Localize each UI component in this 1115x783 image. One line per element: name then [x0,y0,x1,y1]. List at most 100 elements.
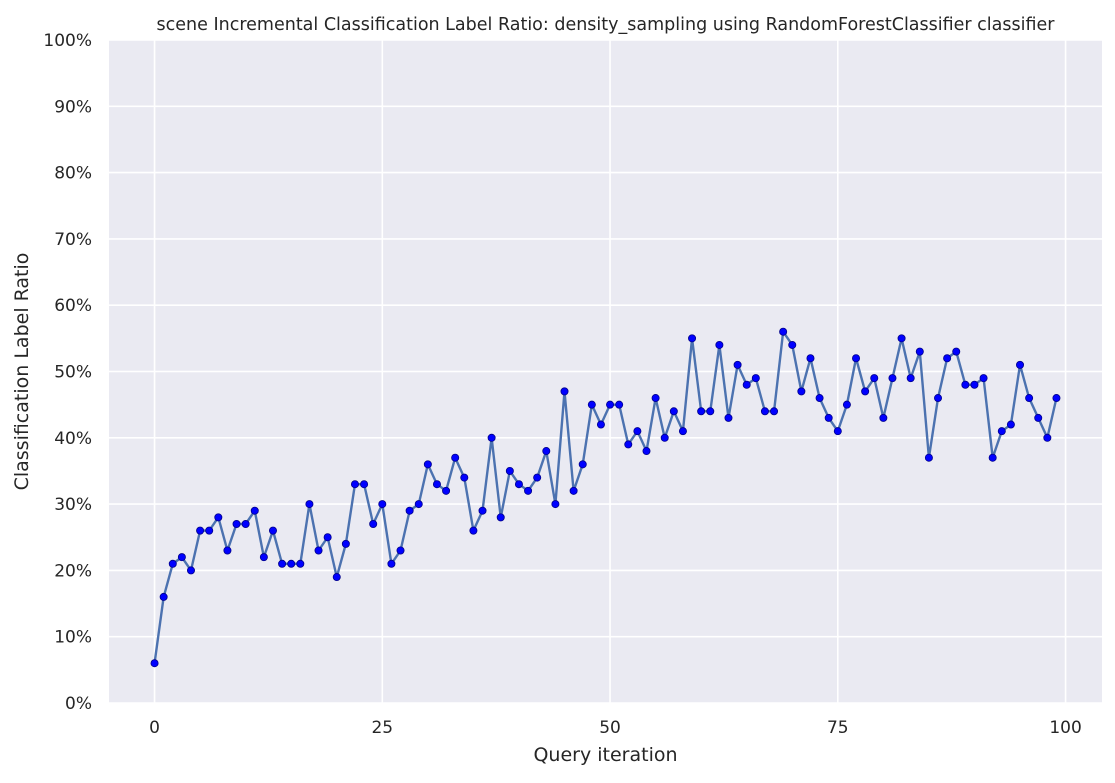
data-point [423,460,432,469]
data-point [323,533,332,542]
y-tick-label: 0% [65,694,92,714]
data-point [487,433,496,442]
data-point [250,506,259,515]
data-point [542,447,551,456]
data-point [378,500,387,509]
data-point [888,374,897,383]
data-point [879,413,888,422]
x-tick-label: 25 [371,718,393,738]
data-point [624,440,633,449]
data-point [988,453,997,462]
data-point [706,407,715,416]
data-point [615,400,624,409]
x-axis-label: Query iteration [533,744,677,766]
data-point [259,553,268,562]
data-point [633,427,642,436]
data-point [442,486,451,495]
data-point [350,480,359,489]
data-point [833,427,842,436]
data-point [278,559,287,568]
data-point [669,407,678,416]
data-point [241,519,250,528]
data-point [369,519,378,528]
data-point [396,546,405,555]
y-tick-label: 70% [54,230,92,250]
data-point [159,592,168,601]
data-point [360,480,369,489]
x-tick-label: 0 [149,718,160,738]
data-point [387,559,396,568]
chart-title: scene Incremental Classification Label R… [157,15,1056,35]
y-tick-label: 20% [54,561,92,581]
y-axis-label: Classification Label Ratio [11,253,33,491]
grid-lines [109,39,1102,704]
data-point [460,473,469,482]
marker-layer [150,327,1061,668]
data-point [842,400,851,409]
data-point [1006,420,1015,429]
y-tick-label: 50% [54,363,92,383]
data-point [961,380,970,389]
data-point [1043,433,1052,442]
data-point [305,500,314,509]
data-point [824,413,833,422]
data-point [979,374,988,383]
data-point [168,559,177,568]
data-point [915,347,924,356]
data-point [715,340,724,349]
data-point [770,407,779,416]
data-point [760,407,769,416]
data-point [296,559,305,568]
data-point [797,387,806,396]
data-point [779,327,788,336]
data-point [596,420,605,429]
data-point [587,400,596,409]
data-point [733,360,742,369]
data-point [997,427,1006,436]
data-point [469,526,478,535]
data-point [1016,360,1025,369]
data-point [815,394,824,403]
data-point [924,453,933,462]
data-point [569,486,578,495]
data-point [1025,394,1034,403]
y-tick-label: 90% [54,97,92,117]
data-point [943,354,952,363]
data-point [870,374,879,383]
data-point [533,473,542,482]
data-point [642,447,651,456]
data-point [414,500,423,509]
y-tick-label: 30% [54,495,92,515]
y-tick-label: 60% [54,296,92,316]
data-point [861,387,870,396]
data-point [1034,413,1043,422]
series-line [153,330,1058,664]
y-tick-label: 80% [54,164,92,184]
data-point [934,394,943,403]
data-point [551,500,560,509]
data-point [496,513,505,522]
series-layer [150,327,1061,668]
data-point [177,553,186,562]
data-point [332,573,341,582]
data-point [505,466,514,475]
data-point [232,519,241,528]
data-point [223,546,232,555]
data-point [660,433,669,442]
data-point [150,659,159,668]
data-point [697,407,706,416]
data-point [205,526,214,535]
data-point [560,387,569,396]
data-point [742,380,751,389]
y-tick-label: 100% [43,31,92,51]
data-point [514,480,523,489]
tick-labels: 0% 10% 20% 30% 40% 50% 60% 70% 80% 90% 100% 0 25 50 75… [43,31,1081,738]
data-point [432,480,441,489]
y-tick-label: 10% [54,628,92,648]
data-point [852,354,861,363]
data-point [788,340,797,349]
data-point [578,460,587,469]
data-point [287,559,296,568]
